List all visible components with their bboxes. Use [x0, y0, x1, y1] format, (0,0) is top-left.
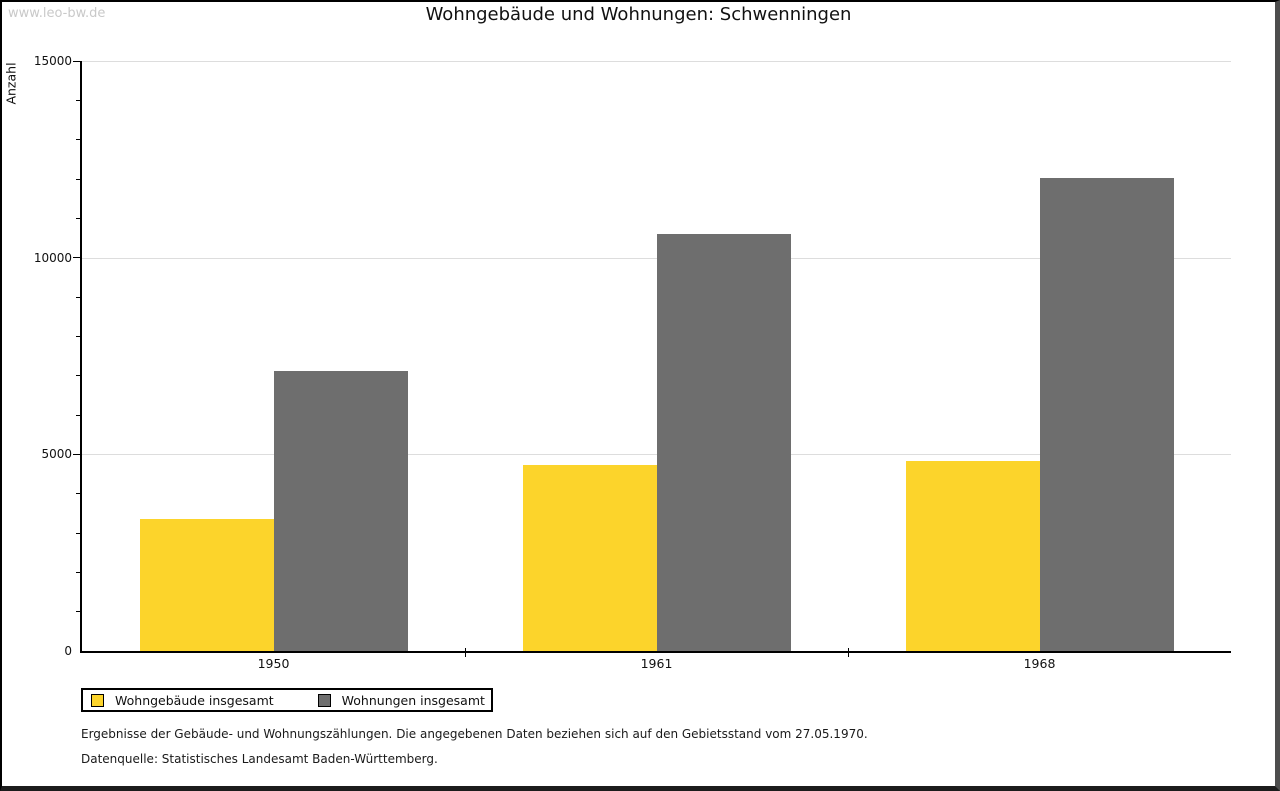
legend: Wohngebäude insgesamt Wohnungen insgesamt	[81, 688, 493, 712]
x-category-label-1950: 1950	[257, 656, 290, 671]
y-axis-title: Anzahl	[3, 62, 19, 105]
bar-wohnungen-1950	[273, 370, 408, 651]
x-category-label-1961: 1961	[640, 656, 673, 671]
footnote-datenquelle: Datenquelle: Statistisches Landesamt Bad…	[81, 752, 438, 766]
watermark: www.leo-bw.de	[8, 6, 106, 21]
footnote-gebietsstand: Ergebnisse der Gebäude- und Wohnungszähl…	[81, 727, 868, 741]
legend-item-0: Wohngebäude insgesamt	[91, 693, 274, 708]
y-major-tick-10000	[73, 257, 80, 259]
bar-wohngebäude-1950	[139, 518, 274, 651]
y-major-tick-5000	[73, 453, 80, 455]
y-minor-tick-7000	[76, 375, 80, 377]
legend-item-1: Wohnungen insgesamt	[317, 692, 485, 708]
y-minor-tick-3000	[76, 532, 80, 534]
y-minor-tick-4000	[76, 493, 80, 495]
y-major-tick-15000	[73, 60, 80, 62]
y-axis-line	[80, 61, 82, 653]
y-tick-label-15000: 15000	[33, 54, 72, 68]
y-minor-tick-6000	[76, 414, 80, 416]
y-minor-tick-1000	[76, 611, 80, 613]
plot-area: 0 5000 10000 15000 1950 1961 1968	[34, 54, 1231, 671]
y-minor-tick-8000	[76, 335, 80, 337]
x-boundary-tick-2	[847, 648, 849, 657]
legend-label-1: Wohnungen insgesamt	[341, 692, 485, 708]
y-minor-tick-9000	[76, 296, 80, 298]
gridline-15000	[82, 61, 1231, 62]
bar-wohnungen-1968	[1039, 178, 1174, 651]
x-axis-line	[80, 651, 1231, 653]
x-category-label-1968: 1968	[1023, 656, 1056, 671]
y-minor-tick-12000	[76, 178, 80, 180]
x-boundary-tick-1	[464, 648, 466, 657]
legend-swatch-1	[317, 693, 331, 707]
y-minor-tick-14000	[76, 99, 80, 101]
y-tick-label-10000: 10000	[33, 250, 72, 265]
bar-wohngebäude-1968	[905, 461, 1040, 651]
y-minor-tick-11000	[76, 217, 80, 219]
chart-title: Wohngebäude und Wohnungen: Schwenningen	[425, 4, 852, 25]
legend-label-0: Wohngebäude insgesamt	[115, 692, 274, 708]
y-minor-tick-13000	[76, 139, 80, 141]
bar-wohnungen-1961	[656, 234, 791, 651]
y-tick-label-0: 0	[64, 644, 72, 658]
legend-swatch-0	[91, 693, 104, 707]
bar-wohngebäude-1961	[522, 464, 657, 651]
y-minor-tick-2000	[76, 571, 80, 573]
y-tick-label-5000: 5000	[41, 447, 72, 462]
